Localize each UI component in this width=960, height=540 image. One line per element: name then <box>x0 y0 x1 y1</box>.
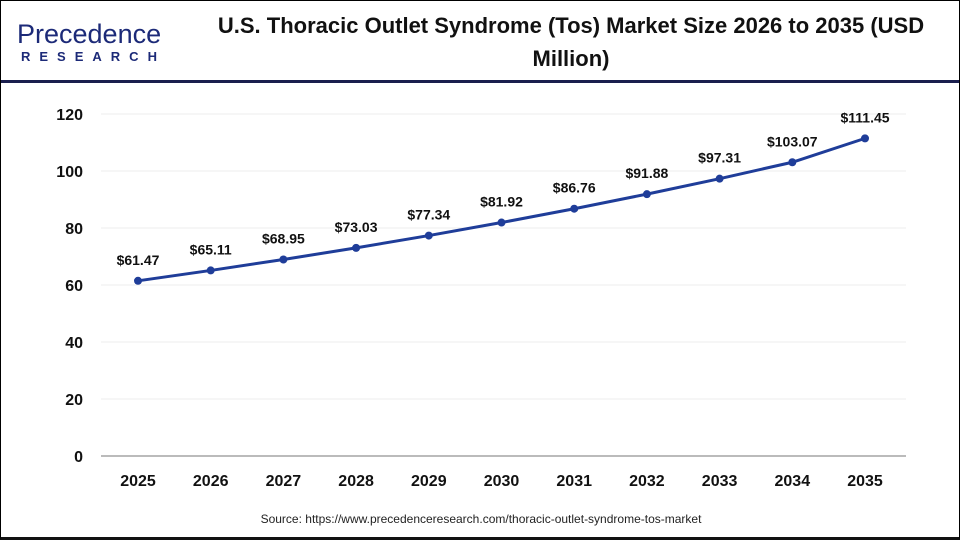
y-tick-label: 100 <box>56 164 83 181</box>
logo-line2: RESEARCH <box>21 49 166 64</box>
data-label: $81.92 <box>480 194 523 210</box>
data-label: $111.45 <box>840 109 889 125</box>
y-tick-label: 40 <box>65 335 83 352</box>
x-tick-label: 2034 <box>775 473 811 490</box>
y-tick-label: 20 <box>65 392 83 409</box>
precedence-research-logo: Precedence RESEARCH <box>17 19 167 64</box>
source-note: Source: https://www.precedenceresearch.c… <box>260 512 702 526</box>
x-tick-label: 2032 <box>629 473 665 490</box>
y-tick-label: 80 <box>65 221 83 238</box>
data-label: $68.95 <box>262 230 305 246</box>
data-label: $61.47 <box>117 252 160 268</box>
logo-line1: Precedence <box>17 19 162 49</box>
data-label: $65.11 <box>190 241 232 257</box>
x-tick-label: 2026 <box>193 473 229 490</box>
data-point <box>424 231 433 240</box>
x-tick-label: 2030 <box>484 473 520 490</box>
data-label: $77.34 <box>407 207 450 223</box>
data-point <box>861 134 869 143</box>
data-point <box>497 218 506 227</box>
x-tick-label: 2027 <box>266 473 302 490</box>
y-tick-label: 0 <box>74 449 83 466</box>
data-label: $73.03 <box>335 219 378 235</box>
data-label: $103.07 <box>767 133 818 149</box>
data-label: $97.31 <box>698 150 741 166</box>
x-tick-label: 2033 <box>702 473 738 490</box>
x-tick-label: 2031 <box>556 473 592 490</box>
x-tick-label: 2025 <box>120 473 156 490</box>
x-tick-label: 2029 <box>411 473 447 490</box>
header-divider <box>1 80 959 83</box>
y-tick-label: 120 <box>56 107 83 124</box>
data-label: $91.88 <box>625 165 668 181</box>
x-tick-label: 2035 <box>847 473 883 490</box>
data-point <box>134 276 142 285</box>
x-tick-label: 2028 <box>338 473 374 490</box>
y-tick-label: 60 <box>65 278 83 295</box>
chart-title: U.S. Thoracic Outlet Syndrome (Tos) Mark… <box>217 13 925 71</box>
data-point <box>715 174 724 183</box>
data-point <box>570 204 579 213</box>
data-point <box>279 255 288 264</box>
series-line <box>137 136 866 283</box>
data-point <box>788 158 797 167</box>
data-point <box>206 266 215 275</box>
data-point <box>352 243 361 252</box>
data-label: $86.76 <box>553 180 596 196</box>
data-point <box>642 190 651 199</box>
